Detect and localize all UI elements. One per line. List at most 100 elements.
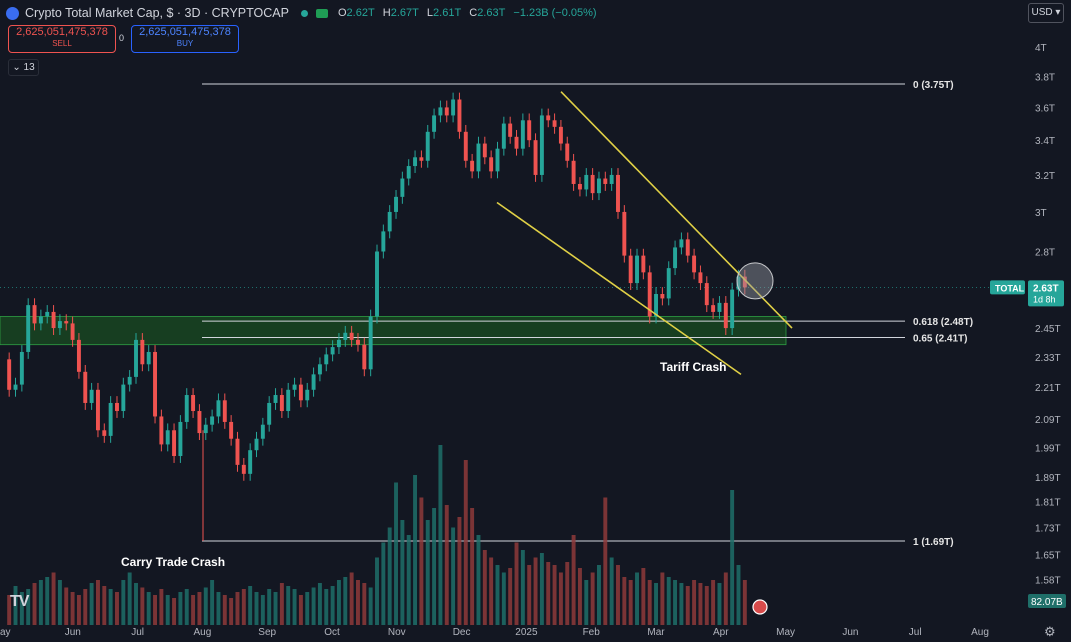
- candle-body: [698, 272, 703, 284]
- candle-body: [394, 196, 398, 212]
- candle-body: [552, 120, 557, 127]
- sell-button[interactable]: 2,625,051,475,378 SELL: [8, 25, 116, 53]
- volume-bar: [451, 527, 456, 625]
- volume-bar: [305, 592, 310, 625]
- volume-bar: [267, 589, 272, 625]
- candle-body: [83, 371, 88, 403]
- volume-bar: [419, 497, 424, 625]
- volume-bar: [590, 572, 595, 625]
- candle-body: [596, 178, 601, 194]
- ohlc-close-value: 2.63T: [477, 7, 506, 19]
- price-tick-label: 1.81T: [1035, 498, 1061, 509]
- currency-selector[interactable]: USD ▾: [1028, 3, 1064, 23]
- candle-body: [165, 430, 170, 445]
- volume-bar: [476, 535, 481, 625]
- candle-body: [134, 339, 138, 377]
- candle-body: [108, 402, 113, 436]
- volume-bar: [654, 583, 659, 625]
- indicators-toggle[interactable]: ⌄ 13: [8, 59, 39, 76]
- volume-bar: [387, 527, 392, 625]
- volume-bar: [730, 490, 735, 625]
- candle-body: [704, 283, 709, 306]
- volume-bar: [596, 565, 601, 625]
- candle-body: [267, 402, 272, 425]
- eye-icon[interactable]: [315, 8, 328, 18]
- candle-body: [305, 389, 310, 401]
- candle-body: [609, 174, 614, 184]
- volume-bar: [273, 592, 278, 625]
- fib-level-label: 1 (1.69T): [913, 537, 954, 548]
- chart-title[interactable]: Crypto Total Market Cap, $ · 3D · CRYPTO…: [25, 6, 289, 20]
- price-tick-label: 2.8T: [1035, 248, 1055, 259]
- candle-body: [178, 421, 183, 457]
- axes-layer: 4T 3.8T 3.6T 3.4T 3.2T 3T 2.8T 2.45T 2.33T 2.21T 2…: [0, 43, 1066, 638]
- candle-body: [647, 272, 652, 317]
- volume-bar: [527, 565, 532, 625]
- volume-bar: [622, 577, 627, 625]
- candle-body: [495, 148, 500, 172]
- volume-bar: [425, 520, 430, 625]
- candle-body: [742, 276, 747, 288]
- volume-bar: [19, 592, 24, 625]
- volume-bar: [330, 586, 335, 625]
- volume-bar: [121, 580, 126, 625]
- volume-bar: [406, 535, 411, 625]
- market-status-dot-icon: [300, 9, 308, 17]
- candle-body: [546, 115, 551, 121]
- volume-bar: [102, 586, 107, 625]
- candle-body: [622, 211, 627, 256]
- volume-bar: [558, 572, 563, 625]
- candles-layer: [7, 92, 747, 481]
- volume-bar: [51, 572, 56, 625]
- volume-bar: [704, 586, 709, 625]
- candle-body: [241, 464, 246, 474]
- volume-bar: [368, 587, 373, 625]
- volume-bar: [375, 557, 379, 625]
- candle-body: [539, 115, 544, 175]
- candle-body: [45, 311, 50, 317]
- candle-body: [191, 395, 196, 412]
- volume-bar: [635, 572, 639, 625]
- volume-bar: [13, 586, 18, 625]
- settings-gear-icon[interactable]: ⚙: [1044, 624, 1056, 639]
- tradingview-logo-icon[interactable]: TV: [10, 593, 29, 610]
- candle-body: [508, 123, 513, 137]
- volume-bar: [7, 595, 12, 625]
- candle-body: [375, 251, 379, 317]
- volume-bar: [140, 587, 145, 625]
- candle-body: [577, 183, 582, 190]
- volume-bar: [254, 592, 259, 625]
- volume-bar: [336, 580, 341, 625]
- volume-bar: [666, 577, 671, 625]
- price-tick-label: 3.8T: [1035, 72, 1055, 83]
- time-tick-label: Oct: [324, 627, 340, 638]
- candle-body: [89, 389, 94, 403]
- candle-body: [463, 131, 468, 161]
- volume-bar: [229, 598, 234, 625]
- symbol-badge: [990, 280, 1025, 295]
- breakout-highlight-circle: [736, 262, 774, 300]
- candle-body: [565, 143, 570, 161]
- volume-bar: [685, 586, 690, 625]
- volume-bar: [108, 589, 113, 625]
- volume-bar: [673, 580, 678, 625]
- tariff-crash-label: Tariff Crash: [660, 360, 726, 374]
- price-tick-label: 1.65T: [1035, 551, 1061, 562]
- candle-body: [482, 143, 487, 158]
- buy-button[interactable]: 2,625,051,475,378 BUY: [131, 25, 239, 53]
- volume-bar: [89, 583, 94, 625]
- ohlc-change: −1.23B (−0.05%): [513, 7, 597, 19]
- wedge-lower-trendline: [496, 201, 742, 376]
- candle-body: [590, 174, 595, 194]
- candle-body: [711, 305, 716, 312]
- volume-bar: [647, 580, 652, 625]
- volume-bar: [723, 572, 728, 625]
- volume-bar: [172, 598, 177, 625]
- volume-bar: [146, 592, 151, 625]
- candle-body: [425, 131, 430, 161]
- price-tick-label: 3T: [1035, 208, 1047, 219]
- candle-body: [210, 416, 215, 425]
- volume-bar: [533, 557, 538, 625]
- ohlc-high-label: H: [382, 7, 391, 19]
